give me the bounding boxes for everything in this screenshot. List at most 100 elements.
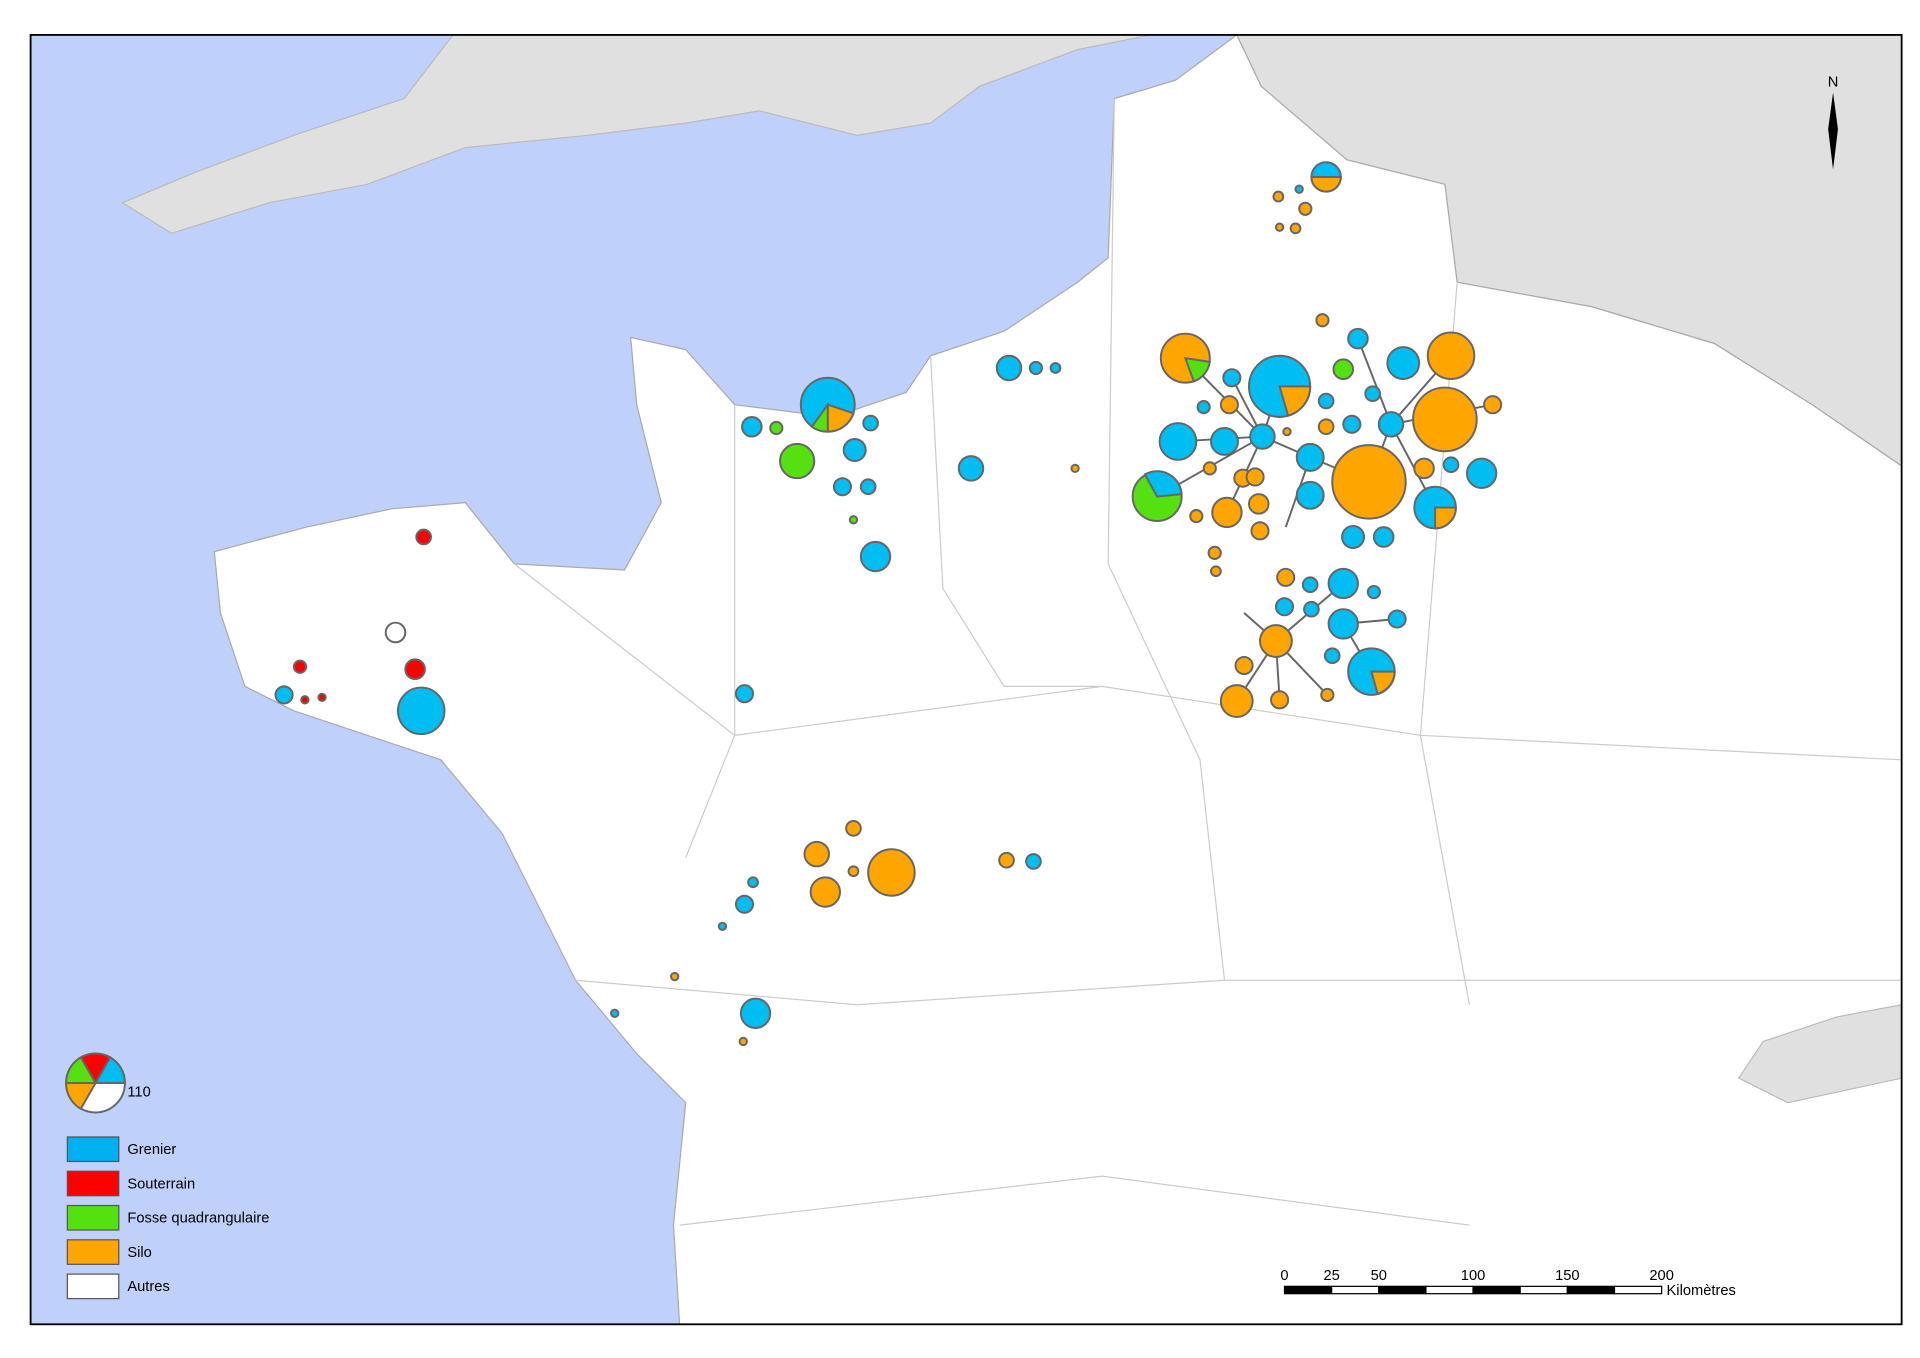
site-symbol [1370,670,1396,695]
scale-tick-label: 100 [1461,1268,1486,1284]
legend-label: Souterrain [127,1176,195,1192]
site-symbol [747,876,759,889]
site-symbol [300,695,310,705]
site-symbol [810,401,829,433]
site-symbol [1347,327,1369,350]
site-symbol [842,438,867,463]
north-label: N [1828,74,1839,90]
site-symbol [1327,608,1359,640]
site-symbol [396,686,446,736]
site-symbol [1274,597,1295,617]
site-symbol [292,659,308,674]
site-symbol [1158,422,1198,461]
site-symbol [1189,509,1204,524]
site-symbol [1202,461,1217,476]
legend-label: Grenier [127,1142,176,1158]
legend-swatch [66,1204,120,1231]
site-symbol [65,1082,98,1111]
scale-tick-label: 150 [1555,1268,1580,1284]
site-symbol [1327,567,1359,600]
site-symbol [610,1008,620,1018]
site-symbol [848,515,859,525]
site-symbol [803,840,830,868]
site-symbol [1366,584,1381,600]
site-symbol [741,415,763,438]
site-symbol [1028,360,1044,376]
site-symbol [1183,356,1211,383]
map-layer [274,161,1503,1047]
site-symbol [1434,506,1457,530]
site-symbol [717,921,728,931]
map-layer [65,1052,126,1114]
site-symbol [1219,395,1239,415]
site-symbol [1341,524,1366,549]
scale-segment [1331,1285,1380,1295]
north-arrow [1828,92,1838,170]
legend-label: Silo [127,1245,152,1261]
site-symbol [1294,184,1304,194]
scale-segment [1283,1285,1333,1295]
site-symbol [859,478,877,496]
site-symbol [384,621,407,644]
site-symbol [274,685,294,705]
site-symbol [1426,331,1476,380]
site-symbol [734,894,755,914]
site-symbol [317,692,327,703]
site-symbol [404,658,426,680]
site-symbol [1332,358,1355,380]
site-symbol [1270,690,1290,710]
site-symbol [862,414,879,432]
map-base [30,33,1903,1325]
site-symbol [1465,457,1498,489]
scale-tick-label: 50 [1371,1268,1387,1284]
site-symbol [1259,624,1293,658]
site-symbol [1049,362,1062,374]
legend-size-label: 110 [127,1085,150,1101]
site-symbol [513,98,1902,1226]
site-symbol [30,34,1152,234]
site-symbol [957,455,985,482]
site-symbol [845,820,862,837]
scale-tick-label: 25 [1323,1268,1339,1284]
legend-label: Autres [127,1279,169,1295]
site-symbol [867,848,916,897]
site-symbol [1303,600,1320,618]
site-symbol [1219,684,1254,718]
legend-swatch [66,1239,120,1265]
site-symbol [1317,418,1335,436]
site-symbol [1295,480,1325,510]
site-symbol [1249,423,1276,450]
scale-tick-label: 200 [1649,1268,1674,1284]
site-symbol [1315,313,1330,328]
site-symbol [1211,496,1243,529]
site-symbol [1386,346,1421,380]
site-symbol [1245,467,1265,487]
scale-segment [1425,1285,1474,1295]
legend-swatch [66,1170,120,1197]
site-symbol [1442,456,1460,474]
scale-segment [1613,1285,1663,1295]
scale-segment [1472,1285,1521,1295]
site-symbol [847,865,860,878]
site-symbol [738,1036,748,1047]
site-symbol [739,997,772,1029]
site-symbol [1207,545,1222,560]
site-symbol [1234,655,1254,676]
site-symbol [1272,190,1285,203]
site-symbol [809,876,841,908]
site-symbol [1413,457,1435,480]
site-symbol [1320,687,1335,703]
site-symbol [415,528,432,546]
site-symbol [1377,411,1405,438]
site-symbol [1323,647,1341,665]
frame [29,33,1903,1326]
site-symbol [832,477,852,497]
site-symbol [1342,414,1362,434]
site-symbol [859,540,892,573]
map-layer [513,98,1902,1226]
site-symbol [1317,392,1335,410]
site-symbol [1364,385,1381,403]
site-symbol [1278,385,1312,417]
site-symbol [1143,470,1183,498]
site-symbol [1276,567,1296,587]
